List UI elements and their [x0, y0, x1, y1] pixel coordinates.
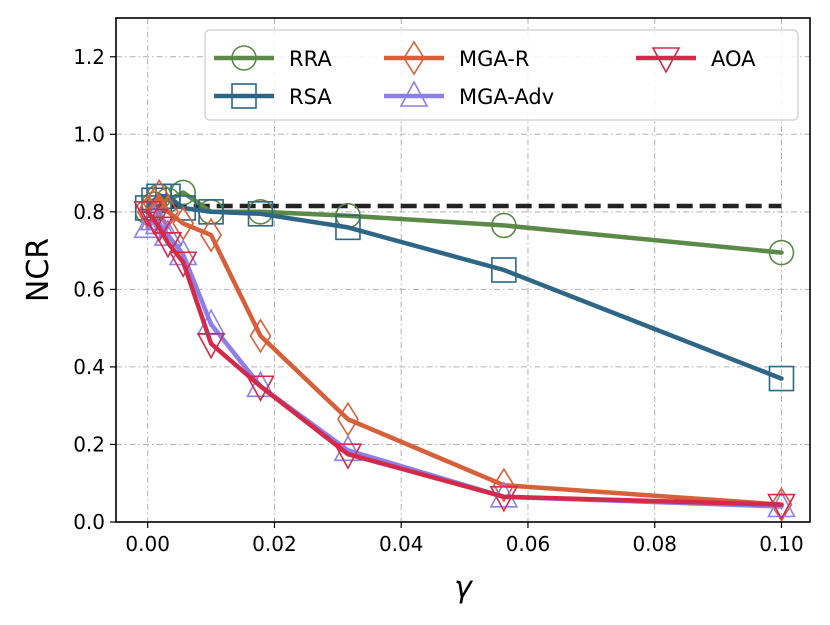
y-axis-label: NCR	[21, 238, 56, 302]
legend-label-rsa: RSA	[289, 85, 332, 109]
data-point-mga-r	[492, 467, 515, 503]
y-axis-ticks: 0.0 0.2 0.4 0.6 0.8 1.0 1.2	[73, 45, 116, 534]
legend-box	[204, 29, 799, 121]
y-tick-label: 1.2	[73, 45, 105, 69]
legend-item-aoa: AOA	[636, 47, 756, 74]
data-point-aoa	[333, 443, 363, 470]
series-mga-r	[136, 178, 793, 523]
data-point-mga-r	[200, 217, 223, 253]
legend-label-mga-r: MGA-R	[459, 47, 529, 71]
data-point-aoa	[196, 332, 226, 360]
legend-item-rsa: RSA	[214, 83, 332, 109]
data-point-aoa	[153, 232, 183, 259]
y-tick-label: 0.8	[73, 200, 105, 224]
data-point-rsa	[491, 257, 517, 283]
legend-label-rra: RRA	[289, 47, 332, 71]
y-tick-label: 1.0	[73, 122, 105, 146]
legend-marker-mga-r	[403, 40, 425, 76]
plot-frame	[115, 17, 811, 523]
data-point-aoa	[489, 485, 519, 513]
x-tick-label: 0.06	[506, 532, 551, 556]
data-point-mga-r	[249, 318, 272, 354]
legend-marker-mga-adv	[399, 80, 429, 107]
data-point-rsa	[768, 365, 795, 392]
x-tick-label: 0.10	[759, 532, 804, 556]
legend-label-mga-adv: MGA-Adv	[459, 85, 554, 109]
series-layer	[133, 178, 796, 523]
series-rra	[134, 179, 795, 266]
legend-item-rra: RRA	[214, 45, 332, 71]
series-aoa	[133, 201, 796, 521]
x-axis-ticks: 0.00 0.02 0.04 0.06 0.08 0.10	[125, 522, 804, 556]
y-tick-label: 0.4	[73, 355, 105, 379]
legend: RRA RSA MGA-R MGA-Adv AOA	[204, 29, 799, 121]
x-tick-label: 0.00	[125, 532, 170, 556]
data-point-aoa	[144, 216, 174, 244]
x-axis-label: γ	[454, 570, 474, 605]
data-point-aoa	[246, 375, 275, 402]
series-line-mga-r	[145, 194, 784, 507]
y-tick-label: 0.2	[73, 432, 105, 456]
x-tick-label: 0.02	[252, 532, 297, 556]
y-tick-label: 0.0	[73, 510, 105, 534]
data-point-mga-r	[157, 194, 179, 230]
data-point-rsa	[198, 199, 224, 225]
y-tick-label: 0.6	[73, 277, 105, 301]
data-point-aoa	[168, 251, 198, 278]
data-point-aoa	[767, 493, 796, 521]
legend-item-mga-r: MGA-R	[384, 40, 529, 76]
data-point-rra	[491, 212, 517, 239]
data-point-aoa	[133, 201, 163, 228]
series-line-mga-adv	[145, 217, 784, 509]
legend-item-mga-adv: MGA-Adv	[384, 80, 554, 109]
data-point-rsa	[335, 214, 361, 241]
data-point-mga-adv	[133, 211, 163, 239]
data-point-mga-adv	[246, 370, 275, 398]
series-line-rra	[145, 190, 784, 255]
data-point-rsa	[247, 200, 274, 227]
data-point-mga-r	[770, 487, 793, 523]
legend-marker-rra	[231, 45, 257, 71]
data-point-rsa	[170, 195, 196, 221]
x-tick-label: 0.04	[379, 532, 424, 556]
legend-marker-rsa	[231, 83, 257, 109]
data-point-rra	[768, 239, 795, 266]
legend-marker-aoa	[651, 47, 681, 74]
series-line-aoa	[145, 209, 784, 507]
x-tick-label: 0.08	[632, 532, 677, 556]
legend-label-aoa: AOA	[711, 47, 756, 71]
